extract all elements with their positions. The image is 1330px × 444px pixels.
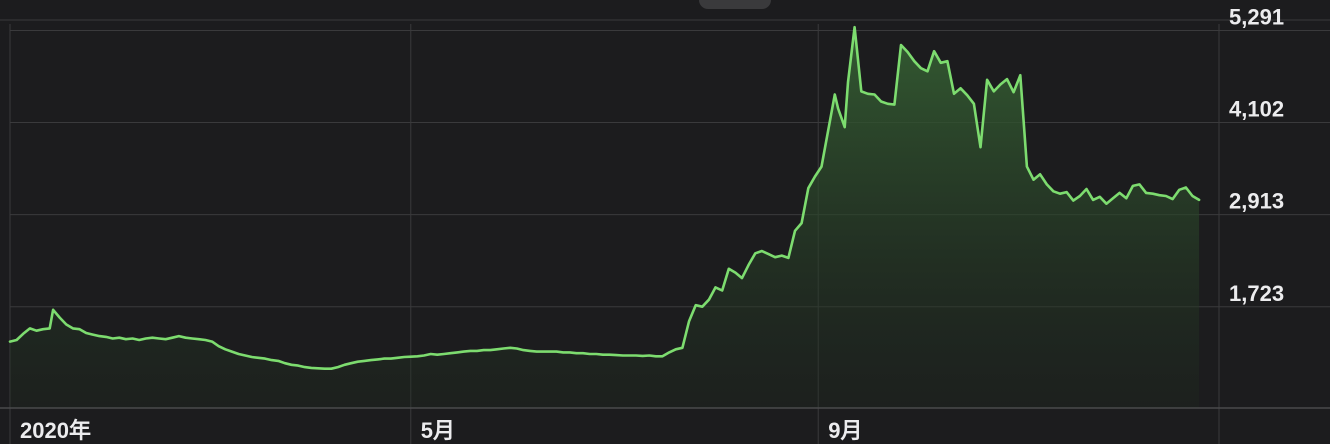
y-tick-label: 2,913 (1229, 189, 1284, 214)
x-tick-label: 2020年 (20, 418, 91, 443)
tick-labels: 1,723 2,913 4,102 5,291 2020年 5月 9月 (20, 4, 1284, 443)
y-tick-label: 4,102 (1229, 97, 1284, 122)
y-tick-label: 5,291 (1229, 4, 1284, 29)
series-area-fill (10, 27, 1200, 408)
x-tick-label: 5月 (421, 418, 455, 443)
series-area (10, 27, 1200, 408)
drag-handle[interactable] (699, 0, 771, 9)
x-tick-label: 9月 (828, 418, 862, 443)
y-tick-label: 1,723 (1229, 281, 1284, 306)
series-line (8, 25, 1201, 370)
series-line-path (8, 25, 1201, 370)
